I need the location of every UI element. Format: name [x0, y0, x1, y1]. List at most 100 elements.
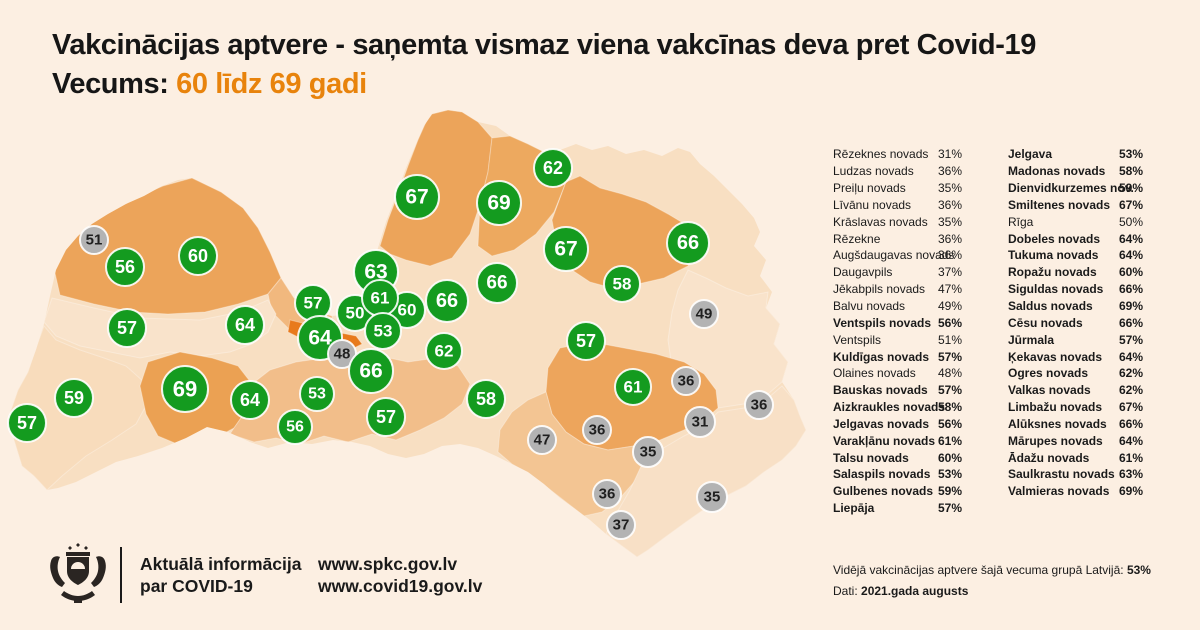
- region-row: Rīga 50%: [1008, 213, 1188, 230]
- region-name: Saldus novads: [1008, 299, 1093, 314]
- region-pct: 58%: [938, 400, 963, 415]
- region-pct: 31%: [938, 147, 963, 162]
- value-badge-green: [394, 174, 440, 220]
- region-pct: 36%: [938, 164, 963, 179]
- region-column-2: Jelgava 53% Madonas novads 58% Dienvidkurzem…: [1008, 146, 1188, 500]
- badge-value: 57: [117, 318, 137, 338]
- region-row: Ventspils novads 56%: [833, 314, 1013, 331]
- value-badge-green: [299, 376, 335, 412]
- value-badge-gray: [606, 510, 636, 540]
- value-badge-gray: [527, 425, 557, 455]
- spkc-link[interactable]: www.spkc.gov.lv: [318, 554, 458, 574]
- value-badge-green: [366, 397, 406, 437]
- region-row: Balvu novads 49%: [833, 298, 1013, 315]
- region-patch: [43, 297, 277, 359]
- region-row: Varakļānu novads 61%: [833, 432, 1013, 449]
- region-row: Rēzekne 36%: [833, 230, 1013, 247]
- region-name: Bauskas novads: [833, 383, 928, 398]
- region-name: Valkas novads: [1008, 383, 1091, 398]
- region-pct: 57%: [938, 383, 963, 398]
- badge-value: 31: [692, 414, 709, 431]
- badge-value: 58: [613, 275, 632, 294]
- badge-value: 60: [398, 301, 417, 320]
- value-badge-green: [7, 403, 47, 443]
- region-name: Alūksnes novads: [1008, 416, 1107, 431]
- region-pct: 66%: [1119, 315, 1144, 330]
- region-name: Tukuma novads: [1008, 248, 1099, 263]
- value-badge-gray: [696, 481, 728, 513]
- region-name: Salaspils novads: [833, 467, 931, 482]
- value-badge-green: [425, 332, 463, 370]
- region-name: Valmieras novads: [1008, 484, 1110, 499]
- region-name: Saulkrastu novads: [1008, 467, 1115, 482]
- badge-value: 57: [376, 407, 396, 427]
- badge-value: 67: [554, 238, 577, 261]
- value-badge-gray: [632, 436, 664, 468]
- title-age-prefix: Vecums:: [52, 68, 177, 100]
- region-name: Ludzas novads: [833, 164, 914, 179]
- value-badge-green: [566, 321, 606, 361]
- region-row: Cēsu novads 66%: [1008, 314, 1188, 331]
- value-badge-green: [277, 409, 313, 445]
- region-name: Daugavpils: [833, 265, 893, 280]
- region-row: Jelgavas novads 56%: [833, 416, 1013, 433]
- badge-value: 66: [436, 290, 458, 312]
- region-row: Ādažu novads 61%: [1008, 449, 1188, 466]
- badge-value: 56: [115, 257, 135, 277]
- region-pct: 56%: [938, 315, 963, 330]
- region-name: Ventspils: [833, 332, 882, 347]
- region-name: Varakļānu novads: [833, 433, 936, 448]
- region-name: Gulbenes novads: [833, 484, 934, 499]
- badge-value: 35: [704, 489, 721, 506]
- footer-note: Vidējā vakcinācijas aptvere šajā vecuma …: [833, 560, 1151, 602]
- badge-value: 69: [487, 192, 510, 215]
- region-pct: 64%: [1119, 349, 1144, 364]
- region-column-1: Rēzeknes novads 31% Ludzas novads 36% Preiļu…: [833, 146, 1013, 517]
- region-row: Ropažu novads 60%: [1008, 264, 1188, 281]
- badge-value: 66: [486, 273, 507, 294]
- footer-info-text: Aktuālā informācija par COVID-19: [140, 553, 301, 597]
- covid19-link[interactable]: www.covid19.gov.lv: [318, 576, 483, 596]
- badge-value: 61: [371, 289, 390, 308]
- value-badge-green: [614, 368, 652, 406]
- region-name: Krāslavas novads: [833, 214, 928, 229]
- region-name: Cēsu novads: [1008, 315, 1083, 330]
- value-badge-green: [466, 379, 506, 419]
- badge-value: 48: [334, 346, 351, 363]
- region-name: Limbažu novads: [1008, 400, 1103, 415]
- badge-value: 66: [359, 360, 382, 383]
- region-pct: 36%: [938, 248, 963, 263]
- region-row: Jelgava 53%: [1008, 146, 1188, 163]
- region-pct: 53%: [938, 467, 963, 482]
- region-row: Līvānu novads 36%: [833, 197, 1013, 214]
- region-name: Kuldīgas novads: [833, 349, 930, 364]
- region-row: Olaines novads 48%: [833, 365, 1013, 382]
- region-pct: 50%: [1119, 214, 1144, 229]
- region-row: Rēzeknes novads 31%: [833, 146, 1013, 163]
- badge-value: 66: [677, 232, 699, 254]
- region-pct: 36%: [938, 231, 963, 246]
- region-pct: 67%: [1119, 197, 1144, 212]
- region-pct: 63%: [1119, 467, 1144, 482]
- value-badge-gray: [689, 299, 719, 329]
- region-pct: 60%: [938, 450, 963, 465]
- region-pct: 58%: [1119, 164, 1144, 179]
- value-badge-green: [107, 308, 147, 348]
- region-row: Salaspils novads 53%: [833, 466, 1013, 483]
- region-name: Siguldas novads: [1008, 282, 1104, 297]
- latvia-map: 51 56 60 57 64 69 59 57 64 53 56 57 57 63 50 60 61 53 64 48…: [0, 100, 820, 570]
- region-row: Saldus novads 69%: [1008, 298, 1188, 315]
- value-badge-green: [425, 279, 469, 323]
- region-row: Dienvidkurzemes nov. 59%: [1008, 180, 1188, 197]
- region-name: Balvu novads: [833, 299, 906, 314]
- data-date-note: Dati: 2021.gada augusts: [833, 584, 969, 598]
- value-badge-gray: [671, 366, 701, 396]
- region-name: Rēzekne: [833, 231, 881, 246]
- region-pct: 61%: [938, 433, 963, 448]
- value-badge-green: [666, 221, 710, 265]
- average-note: Vidējā vakcinācijas aptvere šajā vecuma …: [833, 563, 1151, 577]
- region-row: Tukuma novads 64%: [1008, 247, 1188, 264]
- value-badge-green: [105, 247, 145, 287]
- value-badge-green: [225, 305, 265, 345]
